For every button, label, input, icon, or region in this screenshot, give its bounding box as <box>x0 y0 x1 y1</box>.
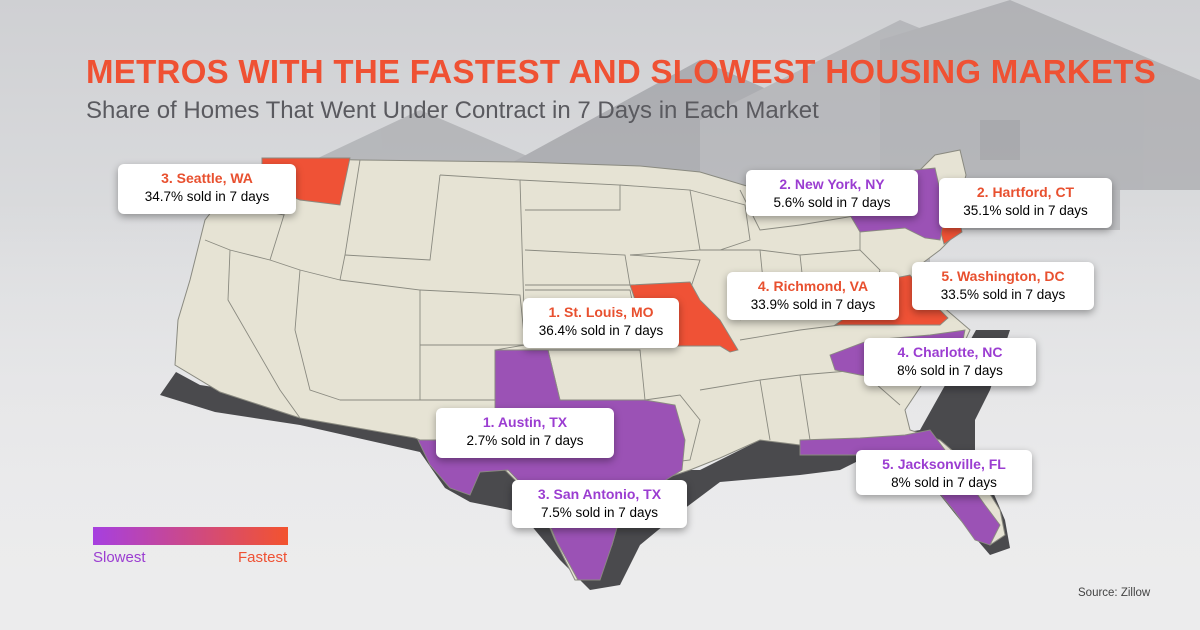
chart-title: METROS WITH THE FASTEST AND SLOWEST HOUS… <box>86 53 1157 90</box>
callout-name: 4. Charlotte, NC <box>897 344 1003 360</box>
callout-name: 4. Richmond, VA <box>757 278 869 294</box>
callout-stat: 8% sold in 7 days <box>891 475 997 490</box>
callout-name: 3. San Antonio, TX <box>537 486 662 502</box>
callout-austin: 1. Austin, TX 2.7% sold in 7 days <box>436 408 614 458</box>
callout-name: 5. Jacksonville, FL <box>882 456 1006 472</box>
callout-stat: 35.1% sold in 7 days <box>963 203 1088 218</box>
callout-stat: 36.4% sold in 7 days <box>538 323 664 338</box>
callout-new-york: 2. New York, NY 5.6% sold in 7 days <box>746 170 918 216</box>
callout-washington-dc: 5. Washington, DC 33.5% sold in 7 days <box>912 262 1094 310</box>
callout-richmond: 4. Richmond, VA 33.9% sold in 7 days <box>727 272 899 320</box>
chart-subtitle: Share of Homes That Went Under Contract … <box>86 97 819 124</box>
source-note: Source: Zillow <box>1078 587 1151 599</box>
legend-gradient-bar <box>93 527 288 545</box>
callout-charlotte: 4. Charlotte, NC 8% sold in 7 days <box>864 338 1036 386</box>
callout-stat: 2.7% sold in 7 days <box>466 433 584 448</box>
callout-stat: 33.9% sold in 7 days <box>750 297 876 312</box>
legend-high-label: Fastest <box>238 549 288 566</box>
callout-name: 1. St. Louis, MO <box>548 304 654 320</box>
callout-san-antonio: 3. San Antonio, TX 7.5% sold in 7 days <box>512 480 687 528</box>
callout-st-louis: 1. St. Louis, MO 36.4% sold in 7 days <box>523 298 679 348</box>
callout-stat: 7.5% sold in 7 days <box>540 505 659 520</box>
callout-jacksonville: 5. Jacksonville, FL 8% sold in 7 days <box>856 450 1032 495</box>
callout-stat: 5.6% sold in 7 days <box>773 195 891 210</box>
callout-name: 1. Austin, TX <box>482 414 568 430</box>
legend-low-label: Slowest <box>93 549 146 566</box>
callout-seattle: 3. Seattle, WA 34.7% sold in 7 days <box>118 164 296 214</box>
callout-hartford: 2. Hartford, CT 35.1% sold in 7 days <box>939 178 1112 228</box>
callout-name: 2. New York, NY <box>779 176 885 192</box>
callout-stat: 8% sold in 7 days <box>897 363 1003 378</box>
callout-name: 2. Hartford, CT <box>976 184 1075 200</box>
callout-stat: 34.7% sold in 7 days <box>144 189 270 204</box>
callout-name: 5. Washington, DC <box>941 268 1065 284</box>
callout-name: 3. Seattle, WA <box>161 170 253 186</box>
callout-stat: 33.5% sold in 7 days <box>940 287 1066 302</box>
